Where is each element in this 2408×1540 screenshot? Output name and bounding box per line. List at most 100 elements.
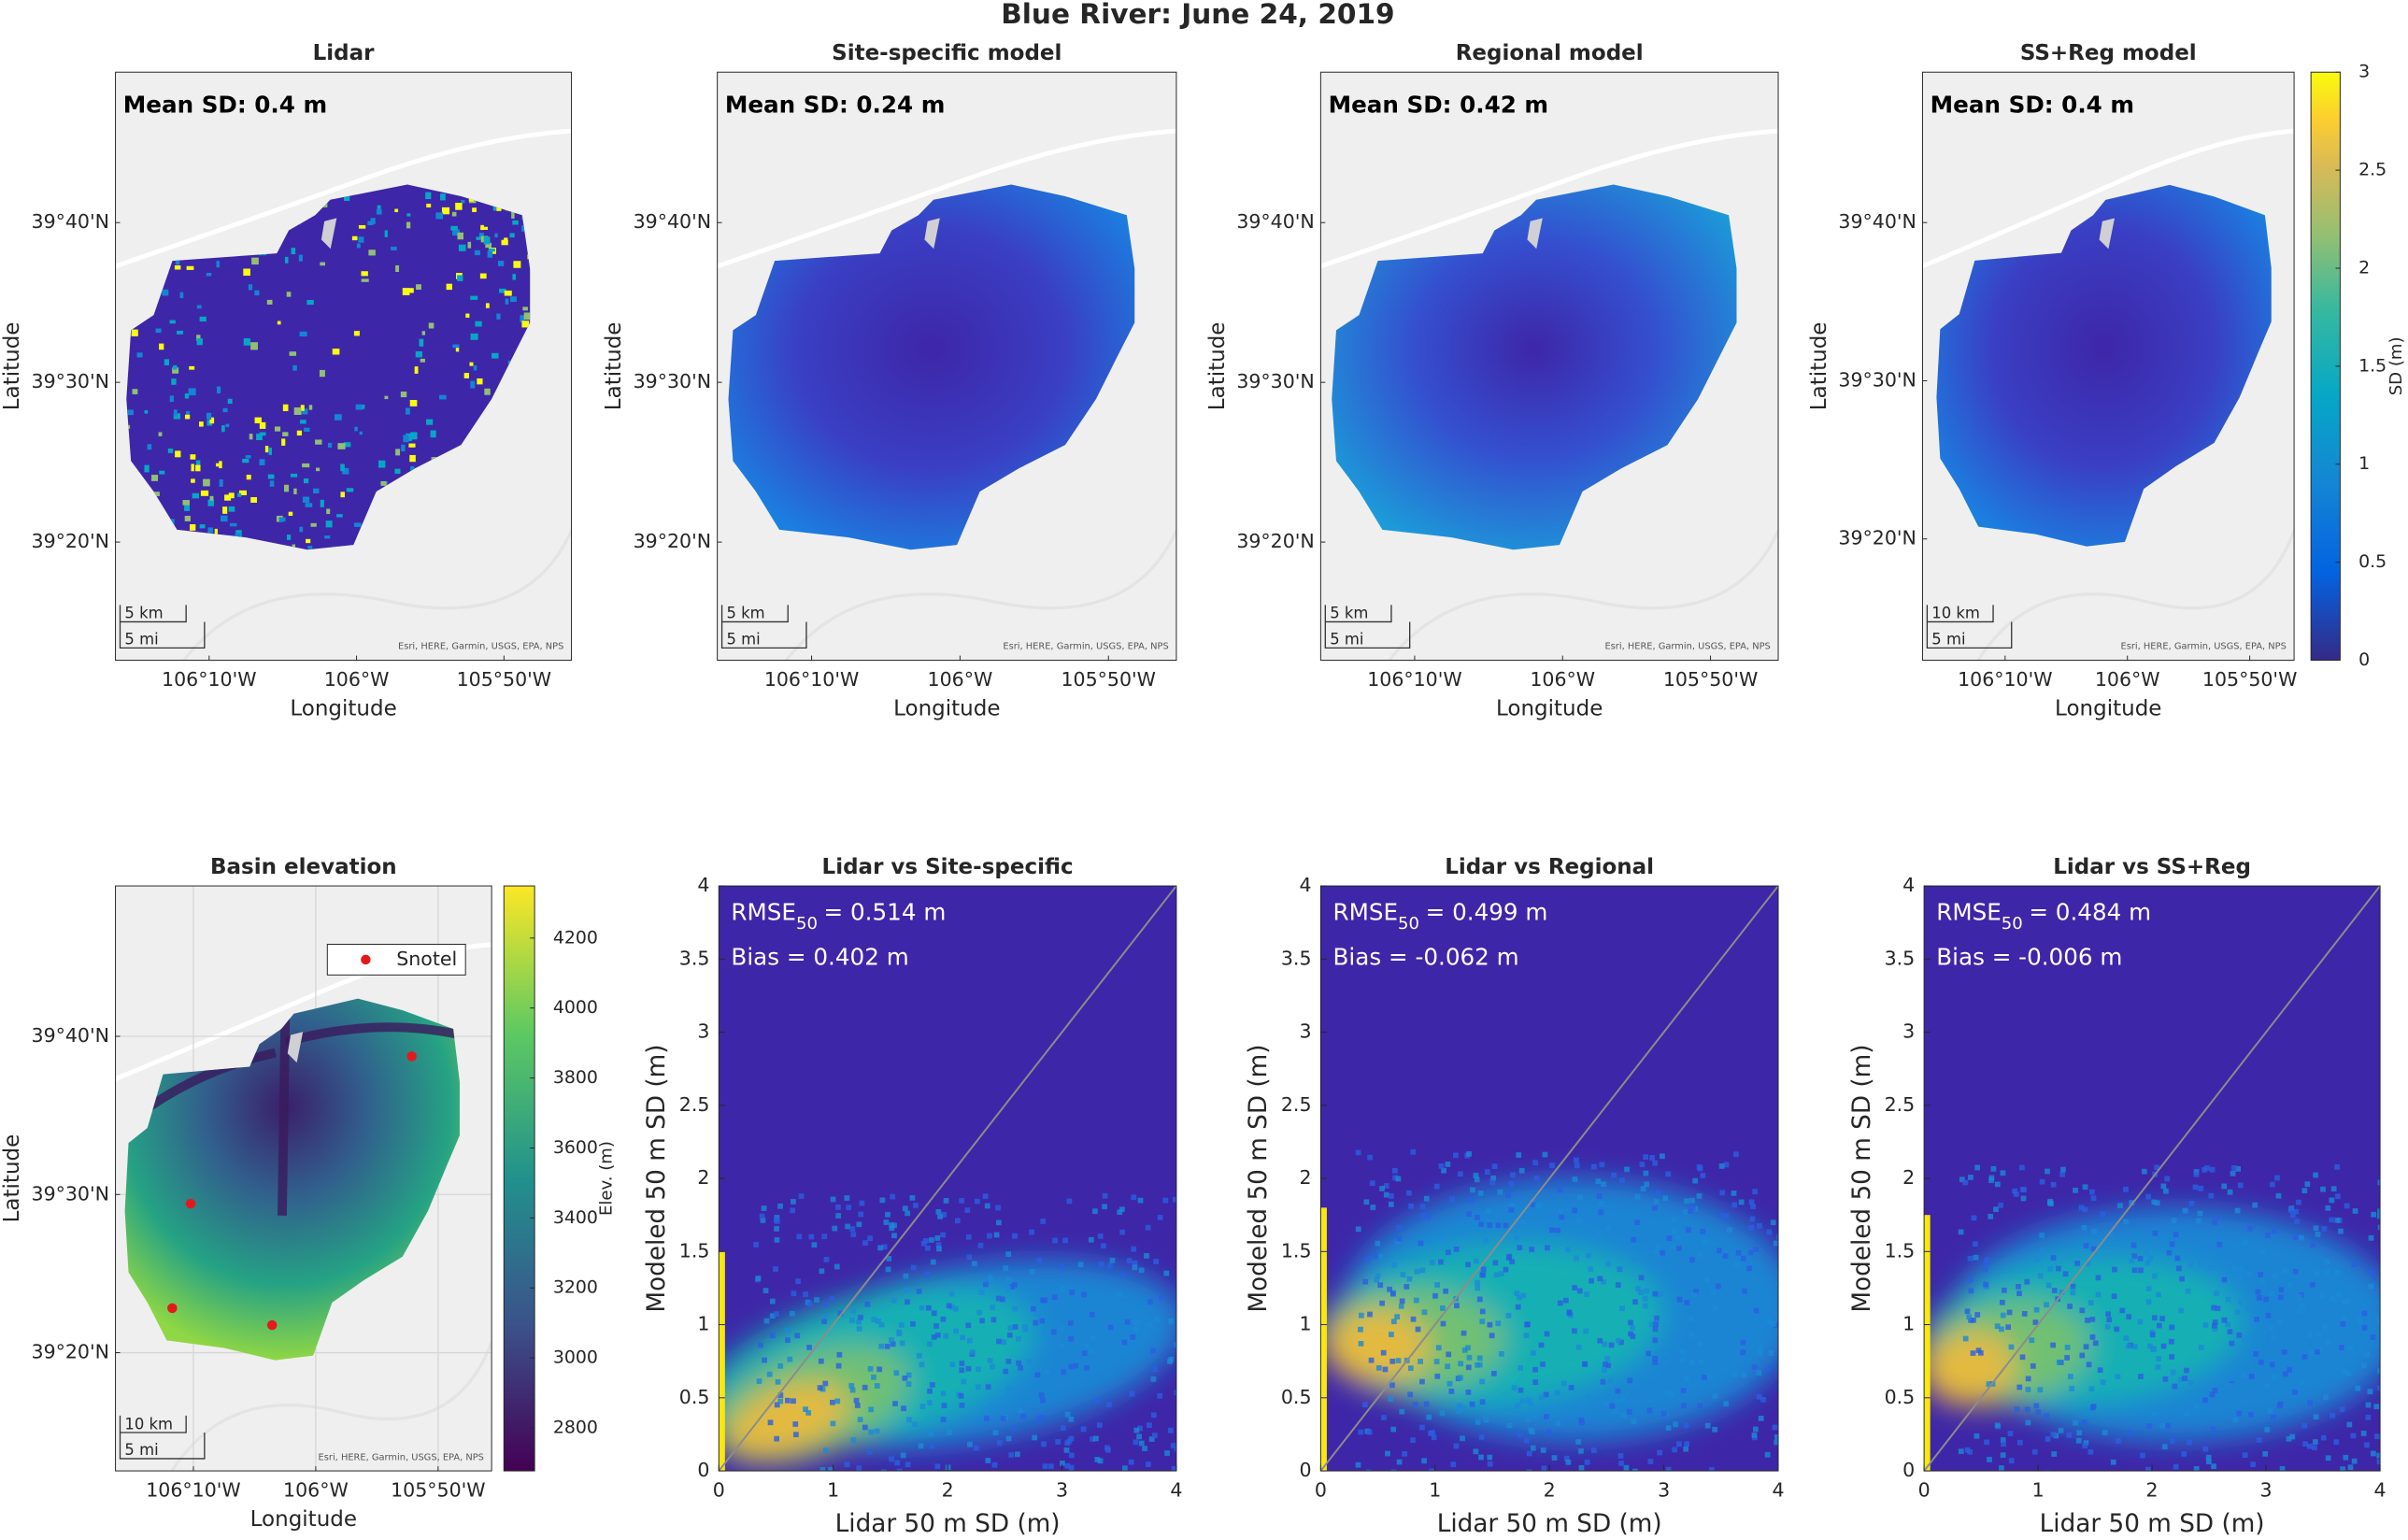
density-speckle — [1478, 1221, 1484, 1228]
speckle — [465, 313, 470, 318]
density-speckle — [2161, 1444, 2168, 1450]
y-tick-label: 1 — [697, 1313, 709, 1335]
heatmap-density — [1320, 886, 1779, 1472]
density-speckle — [1490, 1370, 1497, 1376]
speckle — [492, 352, 499, 359]
x-tick-label: 106°W — [324, 668, 390, 691]
density-speckle — [1035, 1416, 1042, 1422]
density-speckle — [909, 1479, 915, 1485]
y-tick-label: 2.5 — [1281, 1093, 1312, 1116]
frame — [1319, 71, 1779, 662]
density-speckle — [2178, 1376, 2185, 1382]
density-speckle — [1133, 1326, 1139, 1333]
density-speckle — [1590, 1447, 1597, 1453]
density-speckle — [2021, 1311, 2028, 1317]
density-speckle — [940, 1232, 947, 1238]
speckle — [153, 492, 160, 497]
density-speckle — [927, 1400, 933, 1405]
density-speckle — [777, 1392, 784, 1399]
density-speckle — [2361, 1324, 2368, 1331]
speckle — [505, 298, 509, 305]
density-speckle — [854, 1403, 861, 1408]
density-speckle — [901, 1405, 906, 1412]
density-speckle — [2024, 1406, 2030, 1413]
density-speckle — [2324, 1269, 2330, 1276]
density-speckle — [2313, 1225, 2319, 1232]
density-speckle — [1461, 1347, 1468, 1353]
density-speckle — [1753, 1307, 1760, 1314]
colorbar-tick-label: 3000 — [553, 1348, 598, 1368]
panel-title: Lidar — [313, 41, 376, 65]
road — [170, 1341, 492, 1472]
speckle — [361, 271, 368, 277]
y-tick-label: 0 — [1902, 1459, 1915, 1481]
lake — [2099, 218, 2116, 250]
density-speckle — [2092, 1340, 2099, 1347]
density-speckle — [2216, 1241, 2223, 1248]
one-to-one — [719, 886, 1176, 1472]
speckle — [306, 538, 311, 544]
rmse-subscript: 50 — [796, 914, 818, 934]
speckle — [177, 330, 184, 335]
density-speckle — [1483, 1417, 1489, 1423]
density-speckle — [1137, 1197, 1144, 1204]
density-speckle — [2320, 1434, 2327, 1441]
density-speckle — [2013, 1191, 2019, 1197]
density-speckle — [1619, 1177, 1625, 1184]
density-speckle — [885, 1211, 891, 1218]
density-speckle — [1077, 1262, 1084, 1268]
speckle — [410, 465, 415, 473]
density-speckle — [2242, 1240, 2248, 1247]
x-tick-label: 3 — [1658, 1478, 1670, 1501]
density-speckle — [937, 1214, 944, 1219]
legend-box — [326, 943, 466, 976]
scale-mi: 5 mi — [124, 1441, 158, 1459]
y-tick-label: 1.5 — [1885, 1239, 1916, 1262]
density-speckle — [2367, 1269, 2373, 1276]
density-speckle — [2374, 1433, 2380, 1440]
density-speckle — [1557, 1208, 1563, 1215]
density-speckle — [862, 1384, 868, 1390]
x-tick-label: 4 — [2374, 1478, 2387, 1501]
speckle — [512, 274, 517, 280]
y-tick-label: 4 — [1299, 874, 1311, 896]
density-speckle — [803, 1406, 808, 1412]
density-speckle — [1003, 1265, 1009, 1272]
density-speckle — [806, 1301, 813, 1307]
rmse-subscript: 50 — [2002, 914, 2023, 934]
density-speckle — [1453, 1443, 1460, 1449]
density-speckle — [856, 1319, 862, 1325]
density-speckle — [864, 1301, 871, 1307]
density-speckle — [1566, 1309, 1573, 1316]
x-tick-label: 0 — [713, 1478, 725, 1501]
density-speckle — [1586, 1393, 1592, 1400]
density-speckle — [1983, 1281, 1989, 1288]
density-speckle — [1039, 1318, 1046, 1324]
density-speckle — [1355, 1226, 1361, 1233]
density-speckle — [2182, 1376, 2188, 1381]
speckle — [409, 399, 418, 406]
density-speckle — [1068, 1335, 1075, 1342]
density-speckle — [2250, 1462, 2256, 1467]
density-speckle — [2334, 1164, 2340, 1170]
density-speckle — [2307, 1332, 2313, 1338]
density-speckle — [1008, 1452, 1015, 1458]
density-speckle — [1757, 1349, 1763, 1356]
density-speckle — [1068, 1416, 1075, 1422]
x-tick-label: 105°50'W — [457, 668, 551, 691]
density-speckle — [1660, 1153, 1665, 1160]
density-speckle — [2368, 1283, 2374, 1290]
density-speckle — [1176, 1207, 1182, 1213]
density-speckle — [2212, 1219, 2218, 1226]
density-speckle — [2269, 1362, 2275, 1368]
density-speckle — [1644, 1288, 1649, 1294]
density-speckle — [2289, 1433, 2296, 1440]
density-speckle — [819, 1467, 826, 1472]
density-speckle — [1138, 1267, 1145, 1274]
density-speckle — [2051, 1288, 2058, 1293]
density-speckle — [2187, 1439, 2192, 1446]
density-speckle — [2274, 1175, 2280, 1181]
speckle — [401, 444, 406, 452]
density-speckle — [1138, 1440, 1145, 1447]
density-speckle — [1574, 1255, 1579, 1262]
